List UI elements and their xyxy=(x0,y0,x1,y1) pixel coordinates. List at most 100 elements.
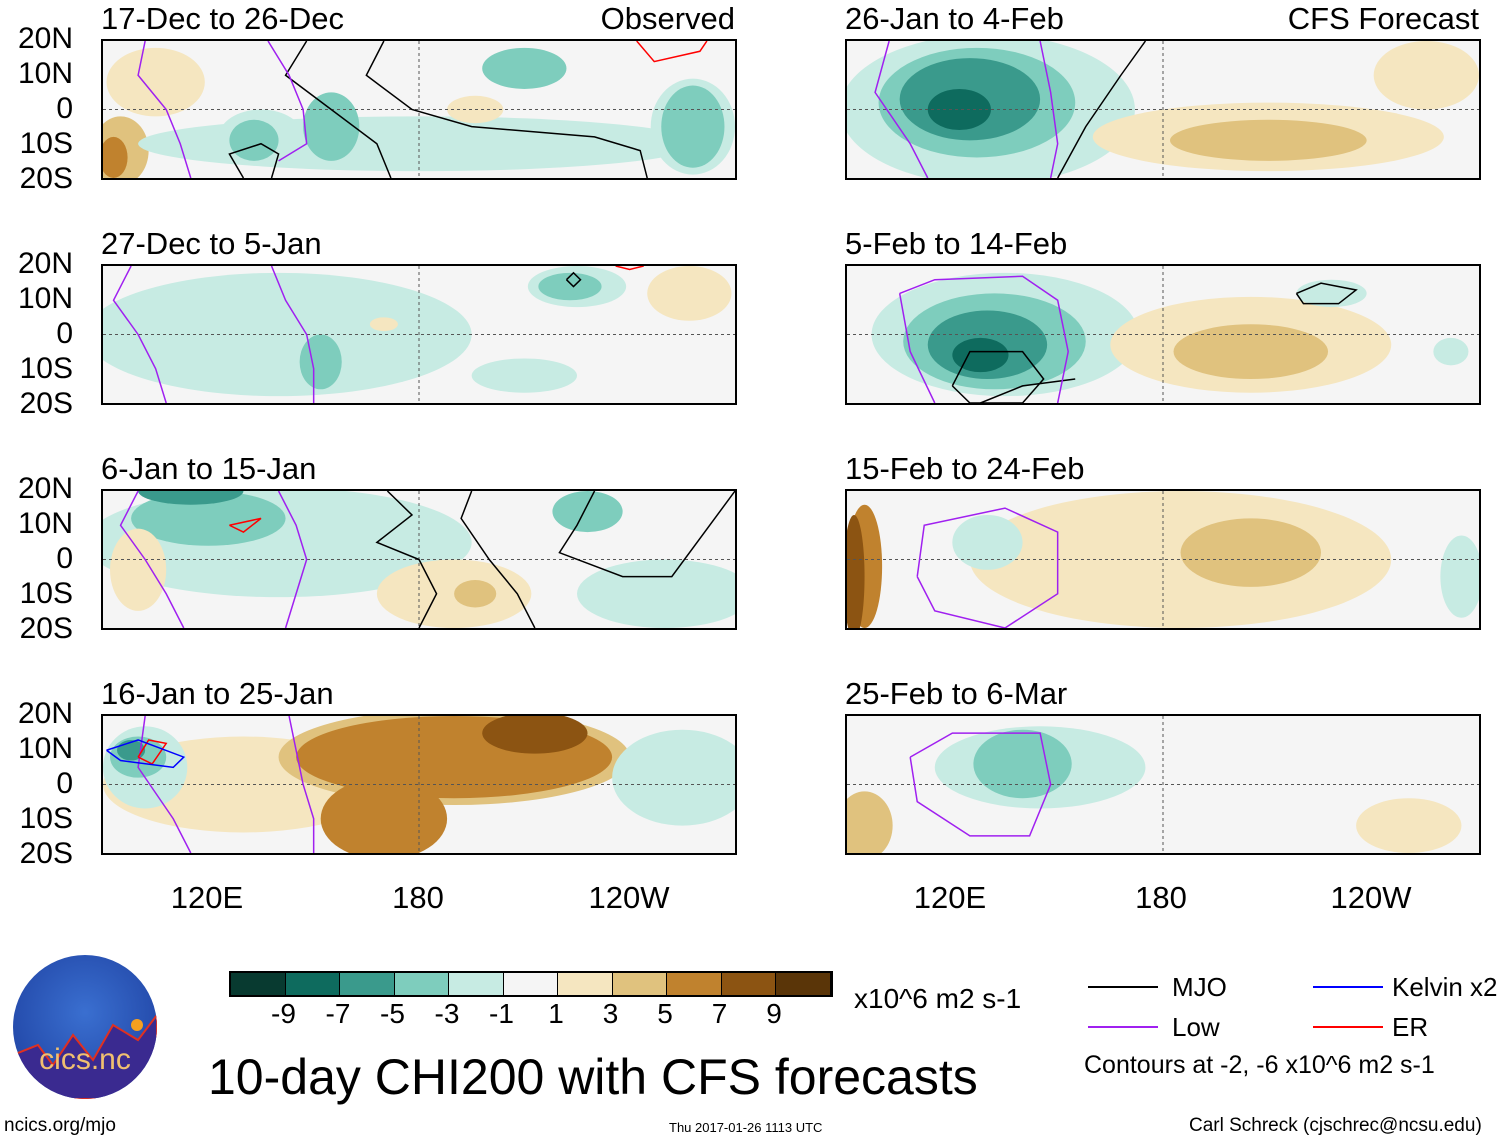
colorbar xyxy=(229,971,833,997)
colorbar-swatch xyxy=(776,973,831,995)
panel-tag: CFS Forecast xyxy=(1287,1,1479,36)
low-contour xyxy=(900,293,935,403)
low-contour xyxy=(138,41,191,178)
mjo-contour xyxy=(1058,41,1146,178)
colorbar-swatch xyxy=(285,973,340,995)
map-panel xyxy=(845,489,1481,630)
lat-label: 20N xyxy=(17,247,73,280)
mjo-contour xyxy=(566,273,580,287)
mjo-contour xyxy=(229,144,278,178)
anomaly-region xyxy=(952,514,1023,570)
cics-logo: cics.nc xyxy=(13,955,157,1099)
low-contour xyxy=(279,491,307,628)
anomaly-region xyxy=(103,272,472,397)
anomaly-region xyxy=(103,136,128,178)
lat-label: 20S xyxy=(19,387,73,420)
legend-low-line xyxy=(1088,1026,1158,1028)
legend-mjo: MJO xyxy=(1172,972,1227,1002)
lat-label: 10S xyxy=(19,802,73,835)
anomaly-region xyxy=(369,317,398,332)
map-svg xyxy=(103,266,735,403)
mjo-contour xyxy=(366,41,647,178)
lon-label: 120E xyxy=(913,880,987,915)
er-contour xyxy=(229,518,261,532)
contours-note: Contours at -2, -6 x10^6 m2 s-1 xyxy=(1084,1051,1435,1079)
anomaly-region xyxy=(538,272,602,301)
logo-text: cics.nc xyxy=(39,1043,131,1076)
er-contour xyxy=(138,740,166,764)
mjo-contour xyxy=(461,491,535,628)
anomaly-region xyxy=(647,266,732,321)
kelvin-contour xyxy=(107,740,184,767)
anomaly-region xyxy=(1373,41,1479,110)
anomaly-region xyxy=(612,729,735,826)
colorbar-label: -3 xyxy=(434,998,460,1029)
mjo-contour xyxy=(1296,283,1356,304)
mjo-contour xyxy=(952,352,1043,403)
anomaly-region xyxy=(131,491,286,546)
lat-label: 10N xyxy=(17,732,73,765)
legend-kelvin: Kelvin x2 xyxy=(1392,972,1498,1002)
lat-label: 0 xyxy=(56,767,73,800)
map-panel xyxy=(845,264,1481,405)
mjo-contour xyxy=(286,41,391,178)
footer-url[interactable]: ncics.org/mjo xyxy=(4,1115,116,1136)
anomaly-region xyxy=(229,119,279,161)
colorbar-label: -9 xyxy=(271,998,296,1029)
lat-label: 20S xyxy=(19,612,73,645)
anomaly-region xyxy=(1433,337,1469,366)
lon-label: 120E xyxy=(170,880,244,915)
anomaly-region xyxy=(471,358,577,393)
anomaly-region xyxy=(973,729,1072,799)
lat-label: 20N xyxy=(17,22,73,55)
lat-label: 10N xyxy=(17,507,73,540)
map-svg xyxy=(847,491,1479,628)
anomaly-region xyxy=(138,491,244,505)
lon-label: 180 xyxy=(392,880,444,915)
map-svg xyxy=(103,491,735,628)
anomaly-region xyxy=(320,777,448,853)
map-panel xyxy=(101,39,737,180)
low-contour xyxy=(268,41,307,161)
colorbar-label: -5 xyxy=(380,998,405,1029)
lat-label: 20S xyxy=(19,837,73,870)
panel-title: 25-Feb to 6-Mar xyxy=(845,676,1068,711)
map-panel xyxy=(845,714,1481,855)
legend-low: Low xyxy=(1172,1012,1220,1042)
lon-label: 120W xyxy=(1330,880,1412,915)
legend-kelvin-line xyxy=(1313,986,1383,988)
colorbar-swatch xyxy=(231,973,286,995)
colorbar-units: x10^6 m2 s-1 xyxy=(854,983,1022,1014)
colorbar-swatch xyxy=(394,973,449,995)
colorbar-label: 1 xyxy=(548,998,564,1029)
legend-er: ER xyxy=(1392,1012,1429,1042)
anomaly-region xyxy=(299,334,342,390)
map-svg xyxy=(103,41,735,178)
map-panel xyxy=(101,714,737,855)
colorbar-swatch xyxy=(503,973,558,995)
map-svg xyxy=(847,41,1479,178)
panel-title: 15-Feb to 24-Feb xyxy=(845,451,1085,486)
panel-tag: Observed xyxy=(600,1,735,36)
lat-label: 0 xyxy=(56,92,73,125)
lat-label: 0 xyxy=(56,542,73,575)
colorbar-swatch xyxy=(667,973,722,995)
low-contour xyxy=(900,276,1069,403)
lat-label: 10N xyxy=(17,57,73,90)
panel-title: 17-Dec to 26-Dec xyxy=(101,1,344,36)
lat-label: 10S xyxy=(19,352,73,385)
anomaly-region xyxy=(1170,119,1367,161)
map-svg xyxy=(847,266,1479,403)
anomaly-region xyxy=(454,580,497,608)
lat-label: 20N xyxy=(17,697,73,730)
low-contour xyxy=(875,41,928,178)
panel-title: 27-Dec to 5-Jan xyxy=(101,226,322,261)
colorbar-label: 9 xyxy=(766,998,782,1029)
anomaly-region xyxy=(1440,535,1479,618)
anomaly-region xyxy=(482,47,567,89)
colorbar-swatch xyxy=(558,973,613,995)
low-contour xyxy=(272,266,314,403)
low-contour xyxy=(917,508,1057,628)
lat-label: 20S xyxy=(19,162,73,195)
map-panel xyxy=(845,39,1481,180)
